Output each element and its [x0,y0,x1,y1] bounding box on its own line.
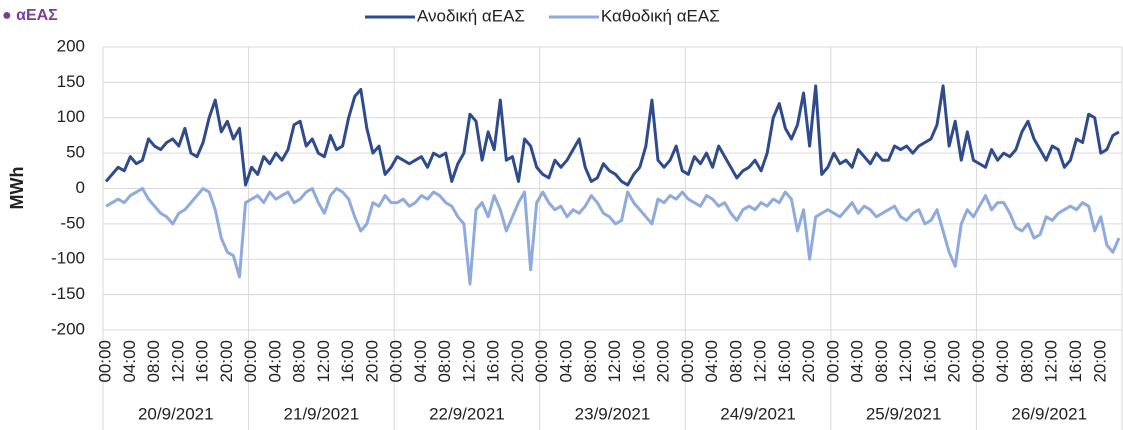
x-tick-label: 12:00 [751,340,770,383]
x-tick-label: 16:00 [484,340,503,383]
y-tick-label: 100 [57,107,85,126]
x-tick-label: 04:00 [702,340,721,383]
x-tick-label: 00:00 [387,340,406,383]
y-tick-label: -150 [51,284,85,303]
x-tick-label: 16:00 [338,340,357,383]
x-tick-label: 08:00 [726,340,745,383]
y-axis-label: MWh [7,167,27,210]
y-tick-label: -200 [51,319,85,338]
series-line [105,187,1121,286]
x-tick-label: 04:00 [411,340,430,383]
x-tick-label: 08:00 [1017,340,1036,383]
x-tick-label: 20:00 [362,340,381,383]
x-tick-label: 16:00 [775,340,794,383]
x-tick-label: 00:00 [96,340,115,383]
date-label: 26/9/2021 [1011,404,1087,423]
x-tick-label: 12:00 [168,340,187,383]
x-tick-label: 04:00 [993,340,1012,383]
x-tick-label: 04:00 [265,340,284,383]
x-tick-label: 16:00 [629,340,648,383]
y-tick-label: -50 [60,213,85,232]
x-tick-label: 16:00 [920,340,939,383]
x-tick-label: 04:00 [556,340,575,383]
x-tick-label: 20:00 [508,340,527,383]
x-tick-label: 08:00 [581,340,600,383]
date-label: 24/9/2021 [720,404,796,423]
x-tick-label: 08:00 [290,340,309,383]
x-tick-label: 04:00 [120,340,139,383]
x-tick-label: 08:00 [872,340,891,383]
x-tick-label: 00:00 [532,340,551,383]
x-tick-label: 12:00 [459,340,478,383]
x-tick-label: 04:00 [848,340,867,383]
x-tick-label: 12:00 [896,340,915,383]
date-label: 25/9/2021 [866,404,942,423]
x-tick-label: 16:00 [1066,340,1085,383]
date-label: 20/9/2021 [138,404,214,423]
x-tick-label: 00:00 [823,340,842,383]
x-tick-label: 12:00 [314,340,333,383]
x-tick-label: 16:00 [193,340,212,383]
y-tick-label: 150 [57,72,85,91]
chart-title: ● αΕΑΣ [2,7,58,24]
y-tick-label: 50 [66,143,85,162]
y-tick-label: -100 [51,249,85,268]
x-tick-label: 20:00 [799,340,818,383]
x-tick-label: 20:00 [217,340,236,383]
x-tick-label: 00:00 [241,340,260,383]
legend-label: Καθοδική αΕΑΣ [601,6,720,25]
x-tick-label: 12:00 [605,340,624,383]
date-label: 23/9/2021 [575,404,651,423]
legend-label: Ανοδική αΕΑΣ [417,6,525,25]
date-label: 22/9/2021 [429,404,505,423]
x-tick-label: 00:00 [969,340,988,383]
x-tick-label: 20:00 [654,340,673,383]
y-tick-label: 200 [57,36,85,55]
x-tick-label: 20:00 [1090,340,1109,383]
x-tick-label: 20:00 [945,340,964,383]
series-line [104,84,1120,187]
x-tick-label: 08:00 [144,340,163,383]
y-tick-label: 0 [76,178,85,197]
x-tick-label: 08:00 [435,340,454,383]
date-label: 21/9/2021 [284,404,360,423]
x-tick-label: 12:00 [1042,340,1061,383]
x-tick-label: 00:00 [678,340,697,383]
